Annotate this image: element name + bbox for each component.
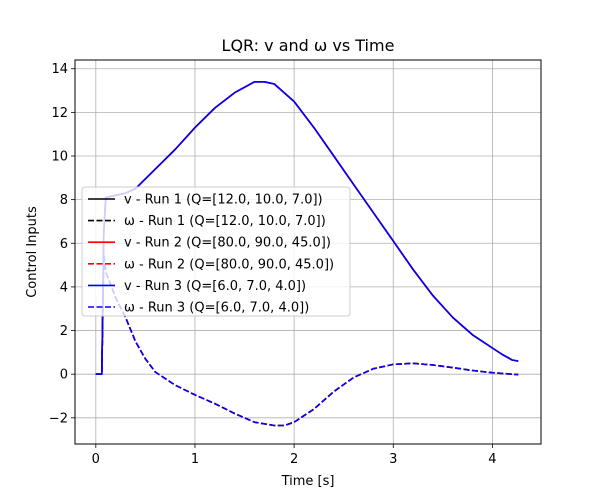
plot-frame: [74, 59, 542, 445]
y-tick-label: 8: [60, 193, 68, 208]
x-tick-label: 4: [488, 452, 496, 467]
series-line-6: [95, 253, 519, 427]
x-tick-label: 3: [389, 452, 397, 467]
legend-entry-4: ω - Run 2 (Q=[80.0, 90.0, 45.0]): [124, 257, 334, 272]
x-tick-label: 0: [92, 452, 100, 467]
chart-title: LQR: v and ω vs Time: [222, 36, 395, 55]
x-axis-label: Time [s]: [281, 474, 335, 489]
y-tick-label: 12: [51, 106, 68, 121]
y-tick-label: 6: [60, 237, 68, 252]
y-tick-label: 14: [51, 62, 68, 77]
y-tick-label: 10: [51, 150, 68, 165]
x-tick-label: 1: [191, 452, 199, 467]
x-axis: 0 1 2 3 4: [92, 444, 497, 467]
legend-entry-2: ω - Run 1 (Q=[12.0, 10.0, 7.0]): [124, 214, 326, 229]
x-tick-label: 2: [290, 452, 298, 467]
legend-box: [81, 186, 351, 317]
legend-entry-3: v - Run 2 (Q=[80.0, 90.0, 45.0]): [124, 236, 331, 251]
legend-entry-1: v - Run 1 (Q=[12.0, 10.0, 7.0]): [124, 193, 323, 208]
y-tick-label: 4: [60, 280, 68, 295]
legend-entry-6: ω - Run 3 (Q=[6.0, 7.0, 4.0]): [124, 301, 309, 316]
y-axis: −2 0 2 4 6 8 10 12 14: [49, 62, 75, 426]
legend-entry-5: v - Run 3 (Q=[6.0, 7.0, 4.0]): [124, 279, 306, 294]
y-tick-label: 2: [60, 324, 68, 339]
y-tick-label: 0: [60, 368, 68, 383]
legend: v - Run 1 (Q=[12.0, 10.0, 7.0]) ω - Run 1…: [81, 186, 351, 317]
y-axis-label: Control Inputs: [25, 206, 40, 298]
y-tick-label: −2: [49, 411, 68, 426]
